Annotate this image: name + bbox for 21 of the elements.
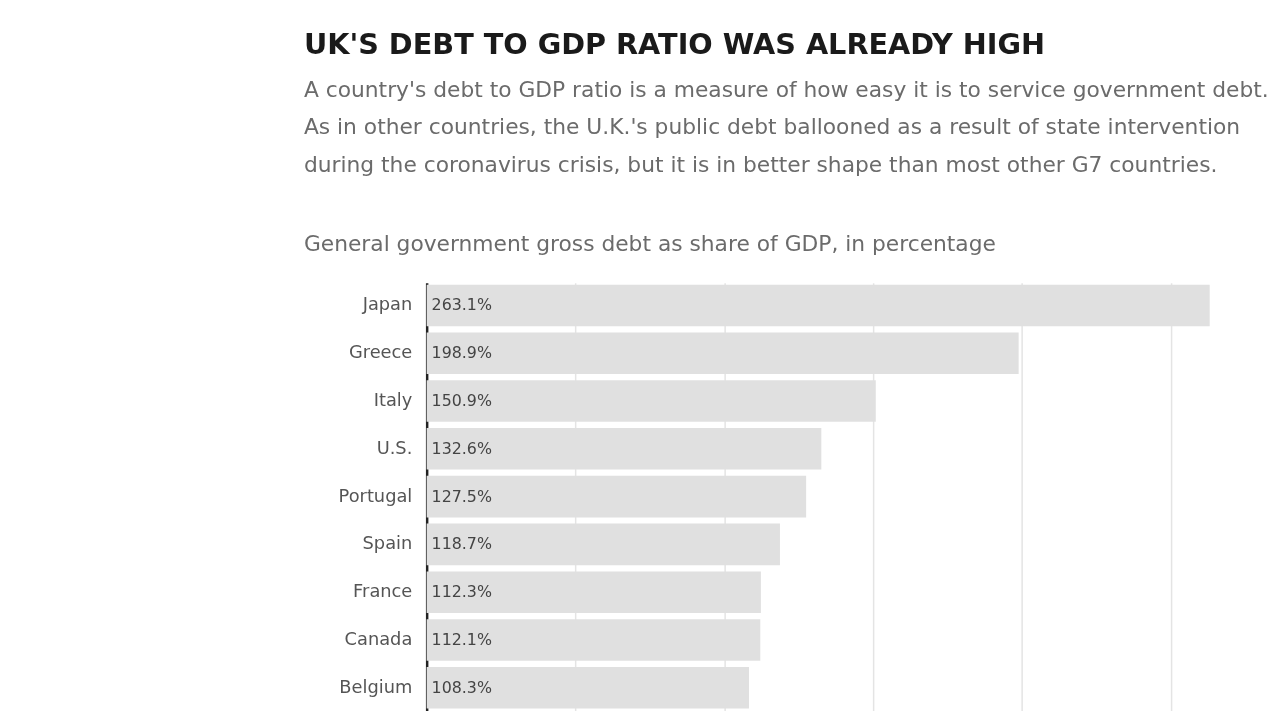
y-tick-label: U.S. bbox=[376, 436, 413, 458]
y-tick-label: Japan bbox=[361, 293, 413, 315]
data-label: 108.3% bbox=[431, 677, 492, 697]
y-tick-label: Belgium bbox=[339, 675, 413, 697]
y-tick-label: France bbox=[353, 580, 413, 602]
y-tick-label: Greece bbox=[348, 341, 413, 363]
text: General government gross debt as share of GDP, in percentage bbox=[303, 231, 996, 257]
y-tick-label: Spain bbox=[362, 532, 413, 554]
data-label: 112.3% bbox=[431, 582, 492, 602]
y-tick-label: Canada bbox=[344, 627, 413, 649]
data-label: 112.1% bbox=[431, 629, 492, 649]
data-label: 127.5% bbox=[431, 486, 492, 506]
y-tick-label: Portugal bbox=[338, 484, 413, 506]
y-tick-label: Italy bbox=[373, 388, 413, 410]
data-label: 198.9% bbox=[431, 343, 492, 363]
data-label: 150.9% bbox=[431, 390, 492, 410]
chart-title: UK'S DEBT TO GDP RATIO WAS ALREADY HIGH bbox=[303, 27, 1046, 62]
data-label: 132.6% bbox=[431, 438, 492, 458]
chart-subtitle: A country's debt to GDP ratio is a measure of how easy it is to service government debt. As in other countries, the U.K.'s public debt ballooned as a result of state intervention during the coronavirus crisis, but it is in better shape than most other G7 countries. bbox=[303, 76, 1269, 177]
data-label: 118.7% bbox=[431, 534, 492, 554]
data-label: 263.1% bbox=[431, 295, 492, 315]
